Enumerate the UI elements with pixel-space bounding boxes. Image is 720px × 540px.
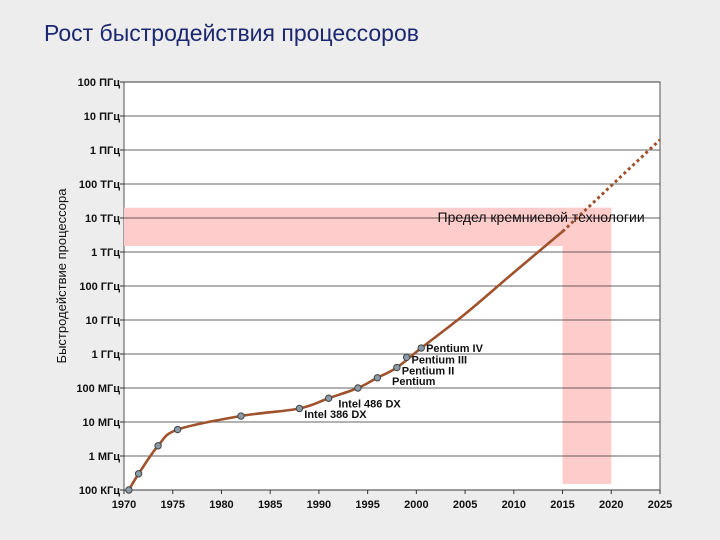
data-point-2: [154, 442, 162, 450]
annotation-label: Intel 386 DX: [304, 409, 367, 421]
x-tick-label: 2010: [502, 499, 526, 511]
y-tick-label: 100 ПГц: [78, 77, 121, 89]
y-tick-label: 1 ПГц: [90, 145, 120, 157]
limit-band-column: [562, 207, 612, 484]
x-tick-label: 1980: [209, 499, 233, 511]
x-tick-label: 1990: [307, 499, 331, 511]
y-tick-label: 10 ТГц: [85, 213, 120, 225]
y-tick-label: 100 ГГц: [79, 281, 120, 293]
y-tick-label: 10 ГГц: [85, 315, 120, 327]
x-tick-label: 1985: [258, 499, 282, 511]
y-tick-label: 10 ПГц: [84, 111, 120, 123]
x-tick-label: 1995: [355, 499, 379, 511]
data-point-11: [417, 344, 425, 352]
y-tick-label: 1 ГГц: [92, 349, 121, 361]
data-point-6: [324, 394, 333, 402]
y-tick-label: 100 КГц: [79, 485, 120, 497]
y-tick-label: 100 ТГц: [79, 179, 120, 191]
data-point-10: [402, 353, 411, 361]
data-point-7: [354, 384, 362, 392]
x-tick-label: 1970: [112, 499, 136, 511]
limit-band-layer: [124, 207, 612, 484]
limit-band-horizontal: [124, 207, 612, 247]
data-point-0: [125, 486, 133, 494]
annotation-label: Pentium III: [411, 354, 467, 366]
x-tick-label: 2015: [550, 499, 574, 511]
data-point-4: [237, 412, 245, 420]
annotation-label: Intel 486 DX: [338, 399, 401, 411]
series-line-1: [561, 138, 662, 233]
annotation-label: Pentium IV: [426, 343, 484, 355]
text-layer: 100 КГц 1 МГц 10 МГц 100 МГц 1 ГГц 10 ГГц 100 …: [54, 77, 672, 511]
x-tick-label: 2020: [599, 499, 623, 511]
x-tick-label: 2005: [453, 499, 477, 511]
y-tick-label: 100 МГц: [76, 383, 120, 395]
data-point-8: [373, 374, 382, 382]
y-axis-label: Быстродействие процессора: [54, 188, 69, 364]
x-tick-label: 2000: [404, 499, 428, 511]
page-title: Рост быстродействия процессоров: [44, 20, 419, 46]
marker-layer: [125, 344, 425, 494]
limit-band-label: Предел кремниевой технологии: [438, 209, 645, 225]
data-point-3: [173, 425, 182, 434]
data-point-1: [134, 470, 143, 478]
y-tick-label: 1 МГц: [89, 451, 121, 463]
data-point-9: [393, 363, 401, 372]
annotation-label: Pentium: [392, 376, 436, 388]
annotation-label: Pentium II: [402, 365, 455, 377]
y-tick-label: 1 ТГц: [91, 247, 120, 259]
x-tick-label: 2025: [648, 499, 672, 511]
x-tick-label: 1975: [160, 499, 184, 511]
data-point-5: [295, 404, 304, 413]
y-tick-label: 10 МГц: [83, 417, 121, 429]
